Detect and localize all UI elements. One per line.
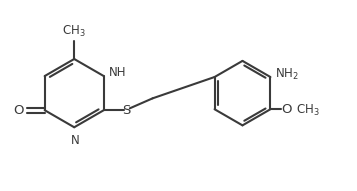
Text: NH: NH — [109, 66, 126, 79]
Text: O: O — [281, 103, 292, 116]
Text: O: O — [13, 104, 23, 117]
Text: CH$_3$: CH$_3$ — [62, 24, 86, 39]
Text: NH$_2$: NH$_2$ — [275, 67, 299, 82]
Text: N: N — [71, 134, 80, 147]
Text: S: S — [122, 104, 131, 117]
Text: CH$_3$: CH$_3$ — [296, 103, 320, 118]
